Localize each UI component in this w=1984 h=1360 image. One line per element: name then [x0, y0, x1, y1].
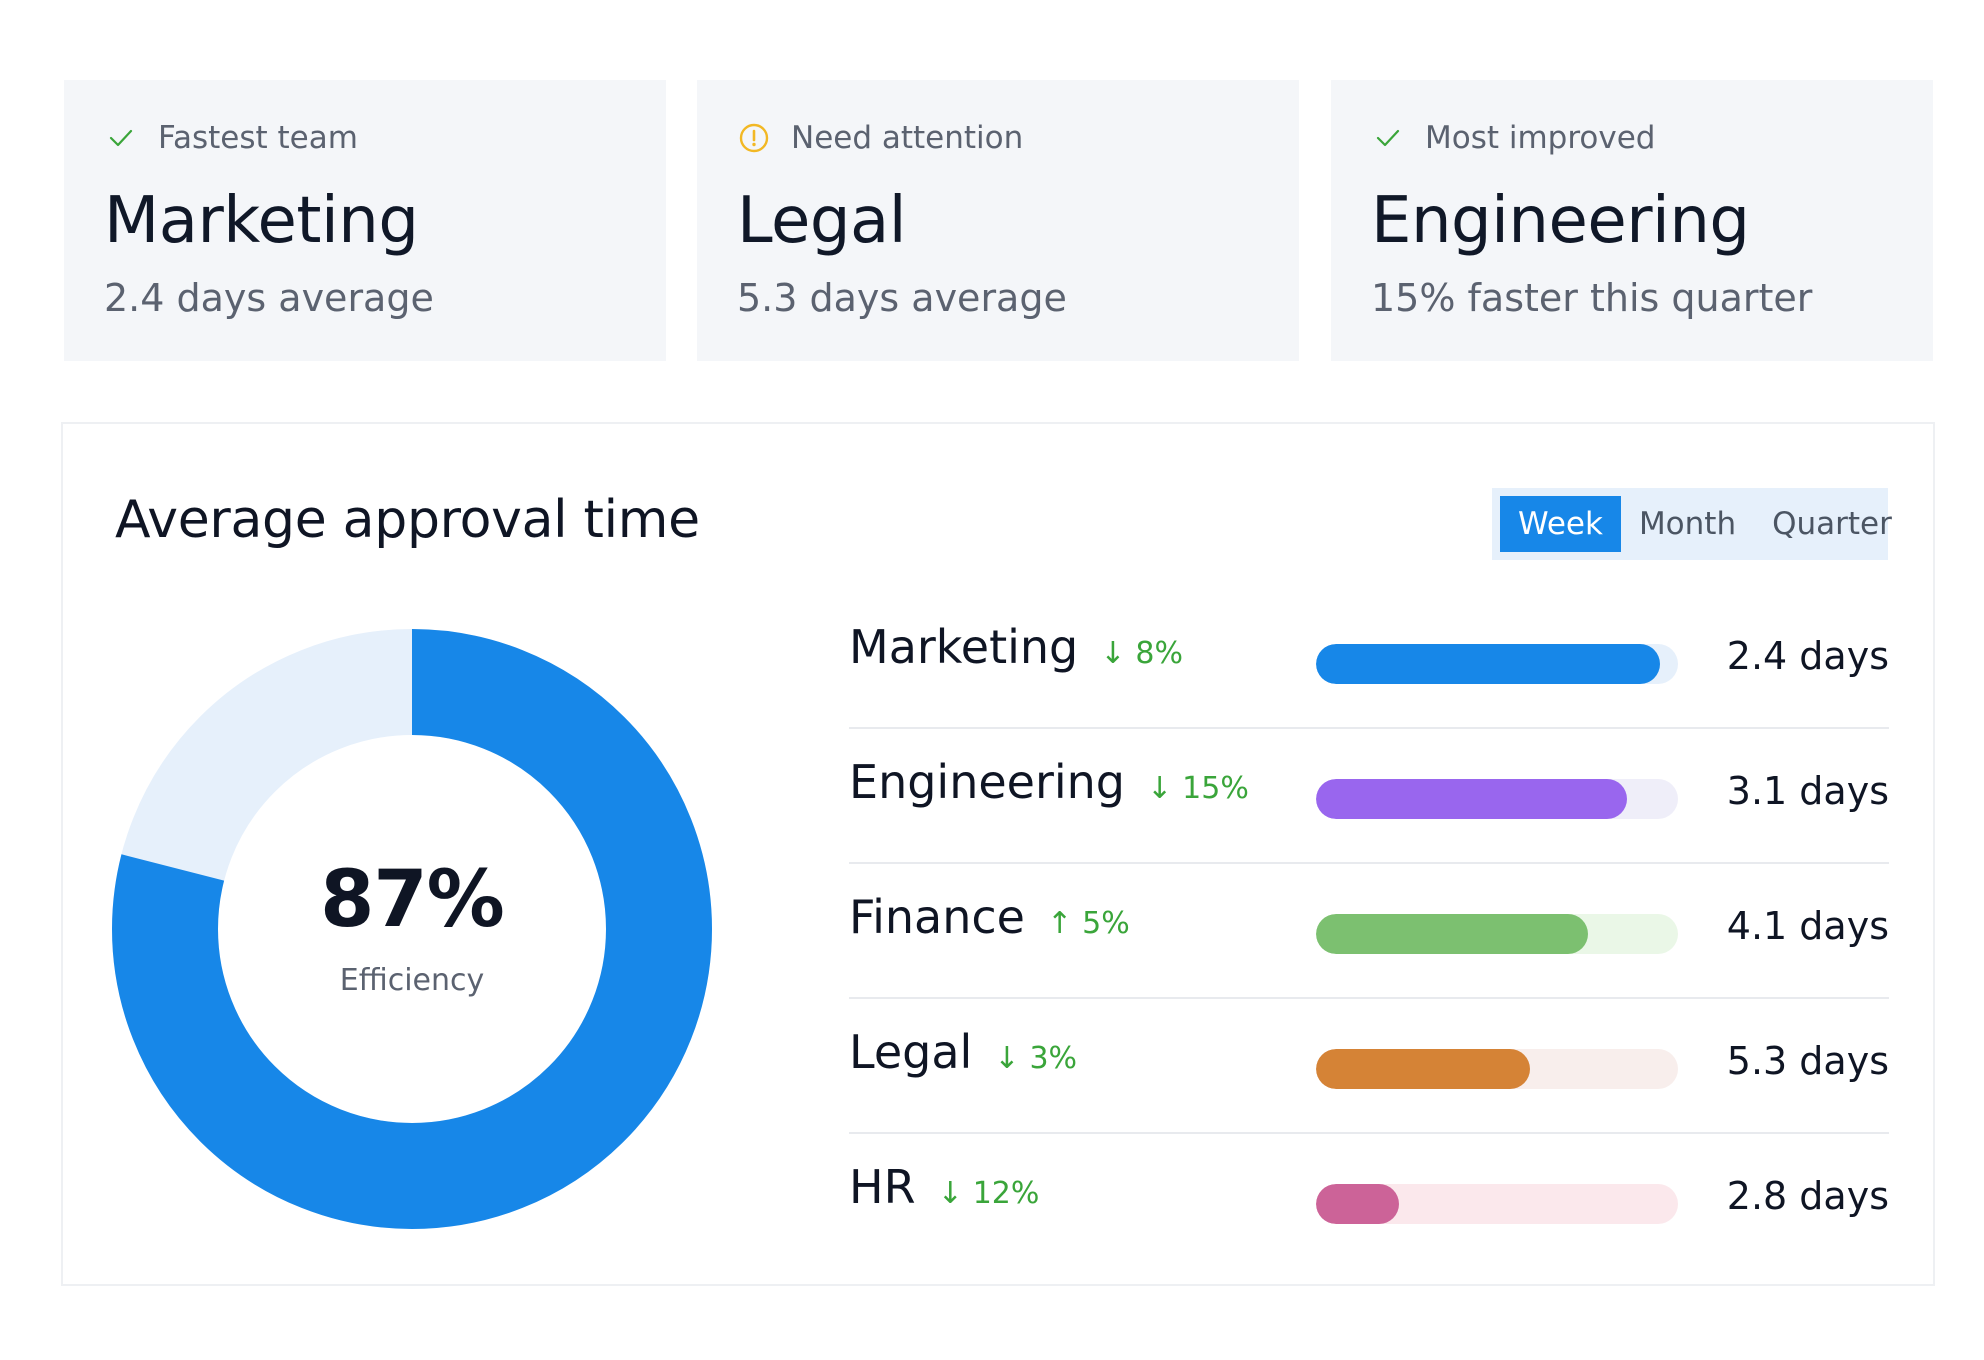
progress-fill	[1316, 1049, 1530, 1089]
change-indicator: ↓ 15%	[1147, 771, 1249, 806]
change-value: 15%	[1182, 771, 1249, 806]
arrow-icon: ↓	[1100, 636, 1126, 671]
period-month-button[interactable]: Month	[1638, 506, 1737, 542]
arrow-icon: ↓	[937, 1176, 963, 1211]
stat-label-text: Fastest team	[158, 120, 358, 156]
team-row-marketing: Marketing ↓ 8% 2.4 days	[849, 594, 1889, 729]
team-name: Legal ↓ 3%	[849, 1025, 1077, 1079]
team-name-text: Finance	[849, 890, 1025, 944]
progress-track	[1316, 1049, 1678, 1089]
stat-card-fastest-team: Fastest team Marketing 2.4 days average	[64, 80, 666, 361]
team-value: 4.1 days	[1726, 904, 1889, 948]
team-name: Engineering ↓ 15%	[849, 755, 1249, 809]
stat-card-need-attention: Need attention Legal 5.3 days average	[697, 80, 1299, 361]
progress-track	[1316, 779, 1678, 819]
progress-fill	[1316, 914, 1588, 954]
progress-fill	[1316, 644, 1660, 684]
arrow-icon: ↓	[1147, 771, 1173, 806]
progress-fill	[1316, 779, 1628, 819]
team-row-hr: HR ↓ 12% 2.8 days	[849, 1134, 1889, 1267]
team-name: Finance ↑ 5%	[849, 890, 1130, 944]
arrow-icon: ↓	[994, 1041, 1020, 1076]
donut-fill	[112, 629, 712, 1229]
team-value: 2.8 days	[1726, 1174, 1889, 1218]
stat-card-most-improved: Most improved Engineering 15% faster thi…	[1331, 80, 1933, 361]
progress-fill	[1316, 1184, 1400, 1224]
stat-label-text: Need attention	[791, 120, 1024, 156]
donut-center: 87% Efficiency	[112, 629, 712, 1229]
team-row-finance: Finance ↑ 5% 4.1 days	[849, 864, 1889, 999]
team-name-text: Legal	[849, 1025, 973, 1079]
stat-label: Fastest team	[104, 120, 358, 156]
panel-title: Average approval time	[115, 490, 700, 550]
donut-chart	[112, 629, 712, 1229]
stat-label-text: Most improved	[1425, 120, 1656, 156]
progress-track	[1316, 1184, 1678, 1224]
change-value: 3%	[1029, 1041, 1078, 1076]
team-name: Marketing ↓ 8%	[849, 620, 1183, 674]
stat-label: Most improved	[1371, 120, 1656, 156]
stat-subtitle: 2.4 days average	[104, 276, 434, 320]
period-week-button[interactable]: Week	[1500, 496, 1621, 552]
warning-icon	[737, 121, 771, 155]
team-value: 3.1 days	[1726, 769, 1889, 813]
change-value: 12%	[972, 1176, 1040, 1211]
arrow-icon: ↑	[1046, 906, 1073, 941]
stat-title: Legal	[737, 184, 907, 258]
check-icon	[1371, 121, 1405, 155]
change-value: 5%	[1082, 906, 1130, 941]
period-quarter-button[interactable]: Quarter	[1772, 506, 1892, 542]
efficiency-donut: 87% Efficiency	[112, 629, 712, 1229]
change-indicator: ↓ 3%	[994, 1041, 1077, 1076]
team-name-text: Engineering	[849, 755, 1125, 809]
efficiency-value: 87%	[320, 854, 505, 945]
period-selector: Week Month Quarter	[1492, 488, 1892, 560]
stat-title: Engineering	[1371, 184, 1750, 258]
stat-title: Marketing	[104, 184, 419, 258]
team-name: HR ↓ 12%	[849, 1160, 1039, 1214]
team-value: 5.3 days	[1726, 1039, 1889, 1083]
efficiency-caption: Efficiency	[339, 962, 485, 998]
team-row-legal: Legal ↓ 3% 5.3 days	[849, 999, 1889, 1134]
team-name-text: HR	[849, 1160, 916, 1214]
change-indicator: ↓ 8%	[1100, 636, 1183, 671]
stat-subtitle: 15% faster this quarter	[1371, 276, 1813, 320]
stat-subtitle: 5.3 days average	[737, 276, 1067, 320]
progress-track	[1316, 914, 1678, 954]
change-indicator: ↑ 5%	[1047, 906, 1130, 941]
team-row-engineering: Engineering ↓ 15% 3.1 days	[849, 729, 1889, 864]
team-name-text: Marketing	[849, 620, 1079, 674]
change-value: 8%	[1135, 636, 1183, 671]
change-indicator: ↓ 12%	[938, 1176, 1040, 1211]
team-value: 2.4 days	[1726, 634, 1889, 678]
stat-label: Need attention	[737, 120, 1023, 156]
team-list: Marketing ↓ 8% 2.4 days Engineering ↓ 15% 3.…	[849, 594, 1889, 1267]
progress-track	[1316, 644, 1678, 684]
check-icon	[104, 121, 138, 155]
approval-time-panel: Average approval time Week Month Quarter…	[61, 422, 1935, 1286]
